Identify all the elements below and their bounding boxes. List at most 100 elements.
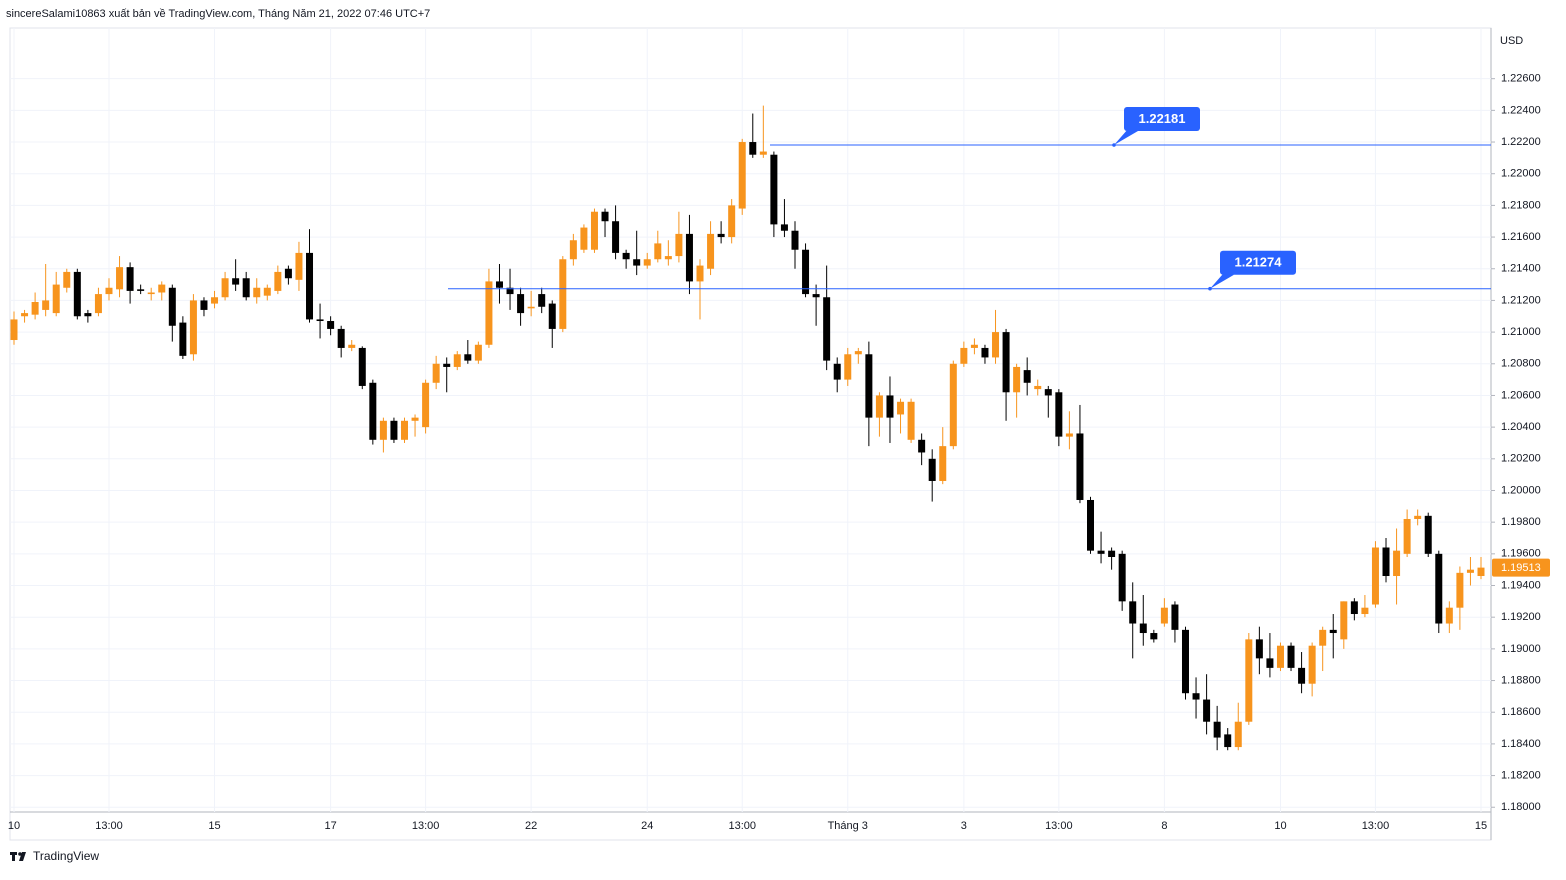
candle-body	[1150, 633, 1158, 640]
y-tick-label: 1.20000	[1501, 484, 1541, 496]
candles	[10, 105, 1485, 751]
candle-body	[590, 211, 598, 250]
candle-body	[263, 287, 271, 296]
candle-body	[992, 332, 1000, 358]
candle-body	[791, 230, 799, 250]
candle-body	[569, 240, 577, 260]
candle-body	[274, 271, 282, 291]
candle-body	[981, 347, 989, 358]
candle-body	[126, 267, 134, 291]
candle-body	[137, 289, 145, 291]
y-tick-label: 1.21800	[1501, 199, 1541, 211]
candle-body	[348, 344, 356, 348]
candle-body	[84, 313, 92, 317]
candle-body	[21, 313, 29, 317]
candle-body	[1213, 721, 1221, 738]
candle-body	[1403, 518, 1411, 554]
candle-body	[432, 363, 440, 383]
candle-body	[474, 344, 482, 361]
candle-body	[10, 319, 18, 341]
candle-body	[1340, 601, 1348, 640]
y-tick-label: 1.19200	[1501, 611, 1541, 623]
candle-body	[633, 259, 641, 266]
candle-body	[970, 344, 978, 348]
level-anchor	[1208, 286, 1212, 291]
x-tick-label: 13:00	[1362, 820, 1390, 832]
candle-body	[738, 142, 746, 209]
candle-body	[1013, 366, 1021, 393]
candle-body	[211, 297, 219, 304]
x-tick-label: 13:00	[1045, 820, 1073, 832]
x-tick-label: 10	[8, 820, 20, 832]
candle-body	[907, 401, 915, 440]
candle-body	[1371, 547, 1379, 605]
candle-body	[1076, 433, 1084, 500]
candle-body	[221, 278, 229, 298]
candle-body	[580, 227, 588, 250]
candle-body	[253, 287, 261, 298]
candle-body	[1108, 550, 1116, 558]
candle-body	[939, 446, 947, 481]
y-tick-label: 1.21200	[1501, 294, 1541, 306]
candle-body	[622, 252, 630, 260]
y-tick-label: 1.20600	[1501, 389, 1541, 401]
header: sincereSalami10863 xuất bản về TradingVi…	[6, 8, 430, 20]
y-tick-label: 1.20200	[1501, 453, 1541, 465]
candle-body	[1234, 721, 1242, 748]
candle-body	[812, 294, 820, 298]
candle-body	[1203, 699, 1211, 722]
x-tick-label: 15	[208, 820, 220, 832]
y-tick-label: 1.22600	[1501, 73, 1541, 85]
candle-body	[284, 268, 292, 279]
x-tick-label: 13:00	[95, 820, 123, 832]
logo	[10, 852, 26, 861]
candle-body	[770, 154, 778, 225]
candle-body	[1424, 515, 1432, 554]
candle-body	[897, 401, 905, 415]
candle-body	[1097, 550, 1105, 554]
candle-body	[696, 265, 704, 282]
candle-body	[728, 205, 736, 238]
candle-body	[1298, 667, 1306, 684]
candle-body	[1435, 553, 1443, 624]
candle-body	[1308, 645, 1316, 684]
y-tick-label: 1.22400	[1501, 104, 1541, 116]
candle-body	[1466, 569, 1474, 573]
candle-body	[411, 417, 419, 421]
candle-body	[928, 458, 936, 481]
candle-body	[538, 294, 546, 307]
candle-body	[612, 221, 620, 253]
candle-body	[823, 297, 831, 361]
x-tick-label: 13:00	[728, 820, 756, 832]
candle-body	[189, 300, 197, 355]
logo-stem	[12, 852, 15, 861]
x-tick-label: Tháng 3	[828, 820, 868, 832]
level-callout	[1210, 272, 1234, 289]
candle-body	[1139, 623, 1147, 634]
level-label-box	[1220, 250, 1296, 275]
candle-body	[232, 278, 240, 285]
candle-body	[517, 294, 525, 314]
y-tick-label: 1.20800	[1501, 358, 1541, 370]
candle-body	[1319, 629, 1327, 646]
candle-body	[422, 382, 430, 428]
candle-body	[295, 252, 303, 280]
candle-body	[675, 233, 683, 257]
candle-body	[105, 287, 113, 295]
y-tick-label: 1.18400	[1501, 738, 1541, 750]
y-tick-label: 1.22000	[1501, 168, 1541, 180]
candle-body	[960, 347, 968, 364]
candle-body	[844, 354, 852, 380]
level-label-box	[1124, 107, 1200, 132]
candle-body	[1224, 734, 1232, 748]
candle-body	[749, 142, 757, 155]
candle-body	[664, 256, 672, 260]
candle-body	[1160, 607, 1168, 624]
footer-brand: TradingView	[33, 849, 99, 863]
candle-body	[548, 303, 556, 329]
candle-body	[327, 321, 335, 329]
x-tick-label: 8	[1161, 820, 1167, 832]
y-tick-label: 1.19000	[1501, 643, 1541, 655]
candle-body	[802, 249, 810, 295]
candle-body	[1276, 645, 1284, 668]
